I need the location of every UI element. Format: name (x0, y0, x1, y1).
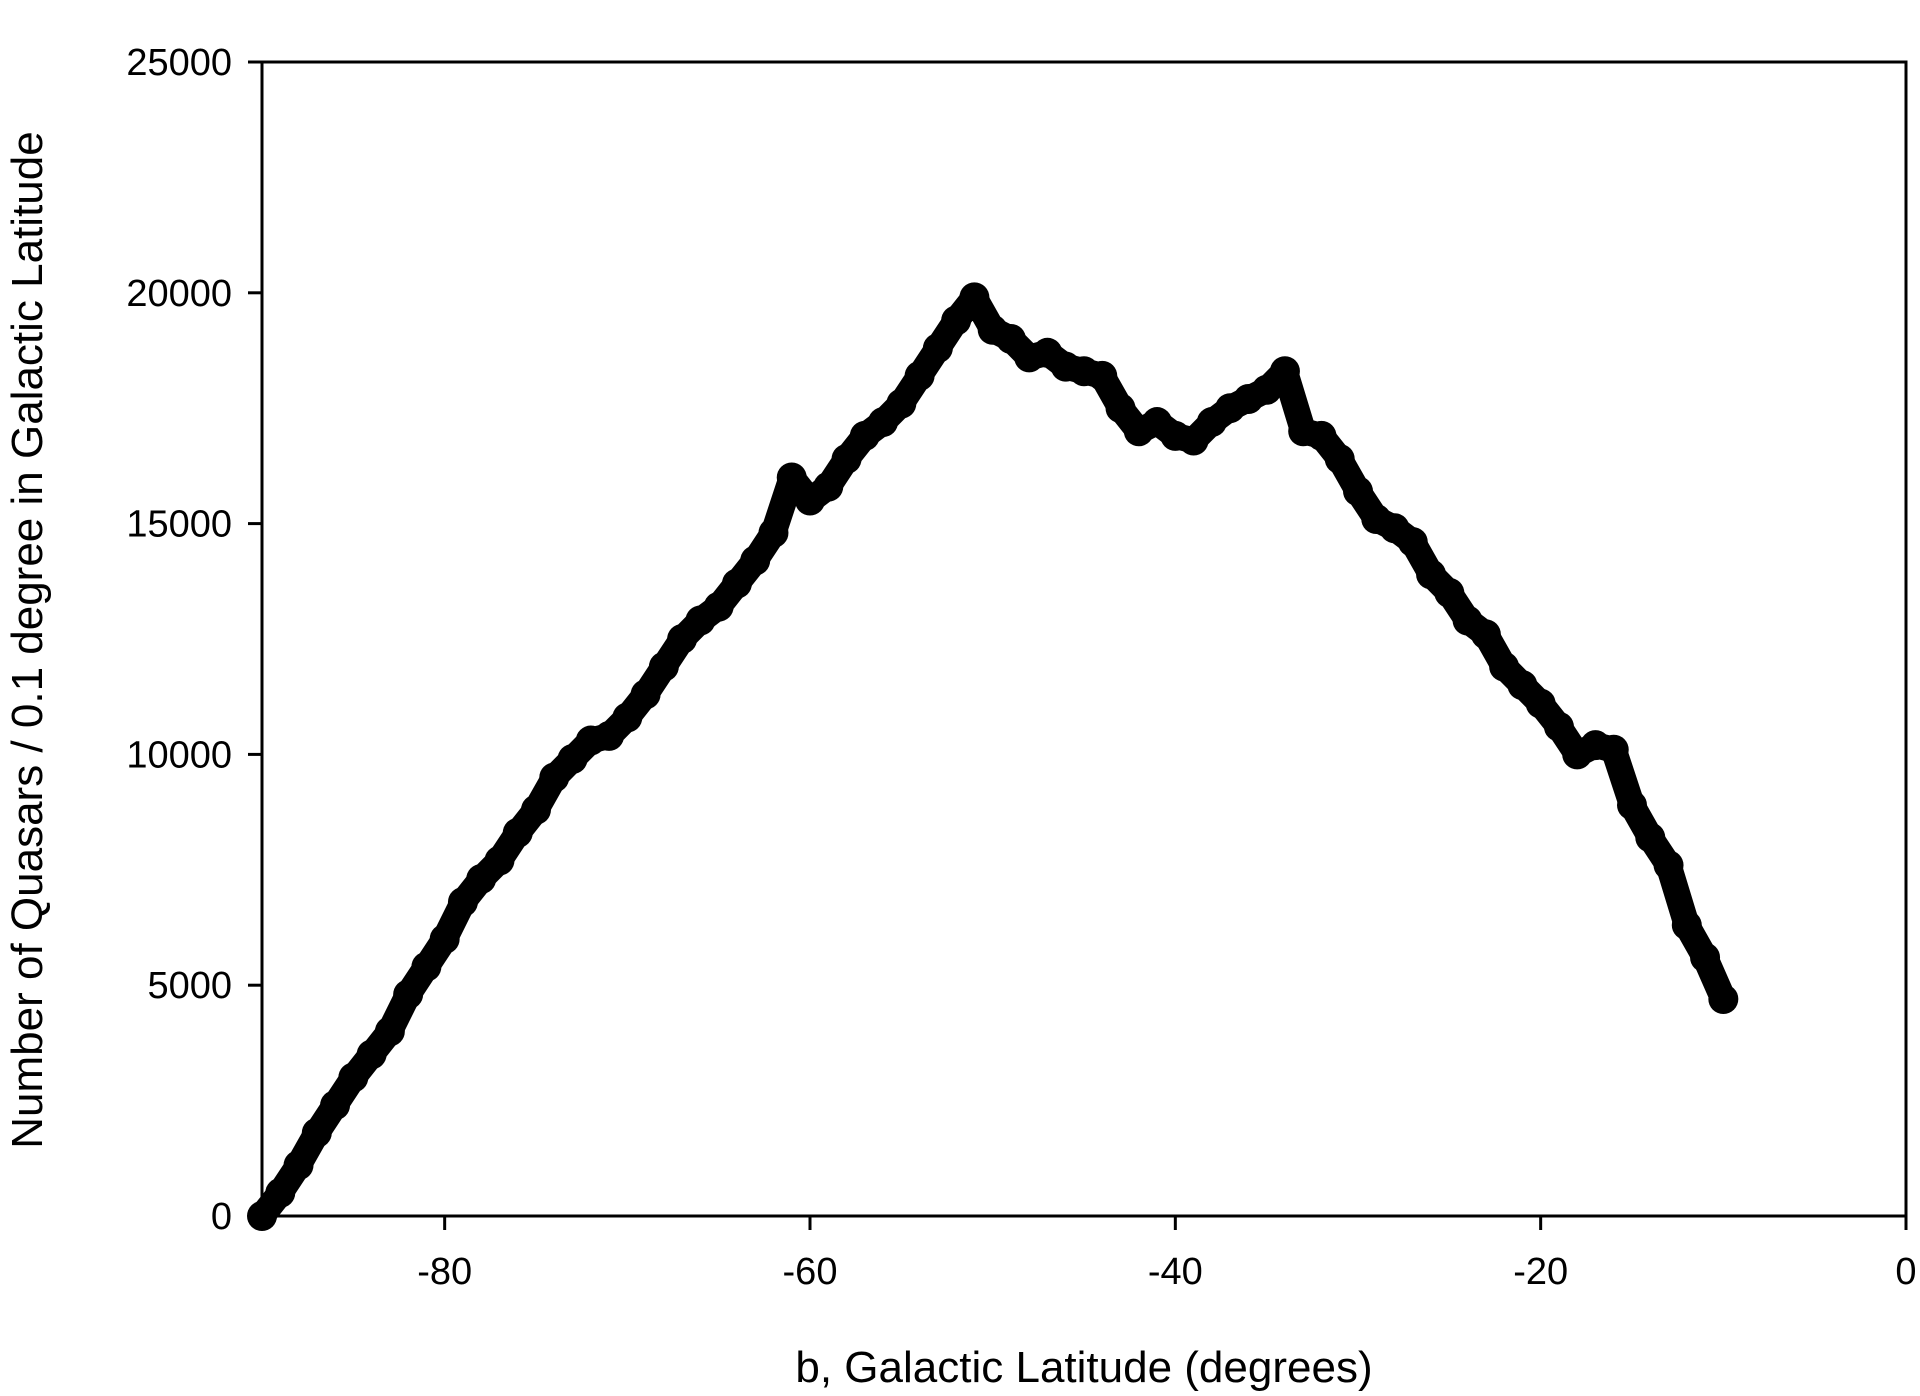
data-point (813, 471, 844, 502)
data-point (904, 360, 935, 391)
y-axis-title: Number of Quasars / 0.1 degree in Galact… (3, 131, 52, 1148)
y-tick-label: 5000 (147, 965, 232, 1007)
data-point (630, 679, 661, 710)
data-point (447, 887, 478, 918)
data-point (1087, 360, 1118, 391)
data-point (831, 443, 862, 474)
data-point (776, 462, 807, 493)
data-point (1105, 393, 1136, 424)
data-point (612, 702, 643, 733)
data-point (484, 845, 515, 876)
data-point (1343, 476, 1373, 507)
x-axis-title: b, Galactic Latitude (degrees) (795, 1343, 1372, 1392)
data-point (429, 924, 460, 955)
data-point (1507, 670, 1538, 701)
data-point (466, 864, 497, 895)
x-axis: -80 -60 -40 -20 0 (417, 1216, 1917, 1293)
data-point (393, 979, 424, 1010)
data-point (995, 323, 1026, 354)
data-point (758, 517, 789, 548)
data-point (283, 1150, 314, 1181)
data-point (868, 407, 899, 438)
data-point (1525, 688, 1556, 719)
data-point (320, 1090, 351, 1121)
data-point (1434, 577, 1465, 608)
data-point (1470, 619, 1501, 650)
data-point (922, 333, 953, 364)
y-tick-label: 15000 (126, 504, 232, 546)
x-tick-label: -40 (1148, 1251, 1203, 1293)
data-point (1416, 559, 1447, 590)
data-point (338, 1062, 369, 1093)
data-point (411, 951, 442, 982)
data-point (886, 388, 917, 419)
x-tick-label: 0 (1895, 1251, 1916, 1293)
data-point (1397, 527, 1428, 558)
data-point (1324, 443, 1355, 474)
data-point (1269, 356, 1300, 387)
data-point (959, 282, 990, 313)
x-tick-label: -60 (783, 1251, 838, 1293)
plot-frame (260, 60, 1908, 1218)
data-point (1635, 822, 1666, 853)
data-point (703, 591, 734, 622)
data-point (374, 1016, 405, 1047)
data-point (1617, 790, 1647, 821)
data-point (1489, 651, 1520, 682)
data-point (1690, 942, 1721, 973)
data-point (557, 744, 588, 775)
data-point (721, 568, 752, 599)
data-point (667, 624, 698, 654)
y-tick-label: 10000 (126, 734, 232, 776)
data-point (1543, 711, 1574, 742)
data-point (301, 1117, 332, 1148)
x-tick-label: -80 (417, 1251, 472, 1293)
data-point (1251, 374, 1282, 405)
series-trace (249, 284, 1737, 1229)
y-tick-label: 20000 (126, 273, 232, 315)
data-point (594, 720, 625, 751)
data-point (1671, 910, 1702, 941)
data-point (1306, 420, 1337, 451)
data-point (356, 1039, 387, 1070)
data-point (1178, 425, 1209, 456)
data-point (502, 817, 533, 848)
data-point (740, 545, 771, 576)
data-point (539, 762, 570, 793)
data-point (941, 305, 972, 336)
data-point (521, 794, 551, 825)
x-tick-label: -20 (1513, 1251, 1568, 1293)
data-point (648, 651, 679, 682)
data-point (1653, 850, 1684, 881)
y-axis: 0 5000 10000 15000 20000 25000 (126, 42, 262, 1238)
data-point (265, 1177, 296, 1208)
data-point (1708, 984, 1739, 1015)
y-tick-label: 25000 (126, 42, 232, 84)
plot-area (247, 282, 1739, 1231)
data-point (1598, 734, 1629, 765)
y-tick-label: 0 (211, 1196, 232, 1238)
